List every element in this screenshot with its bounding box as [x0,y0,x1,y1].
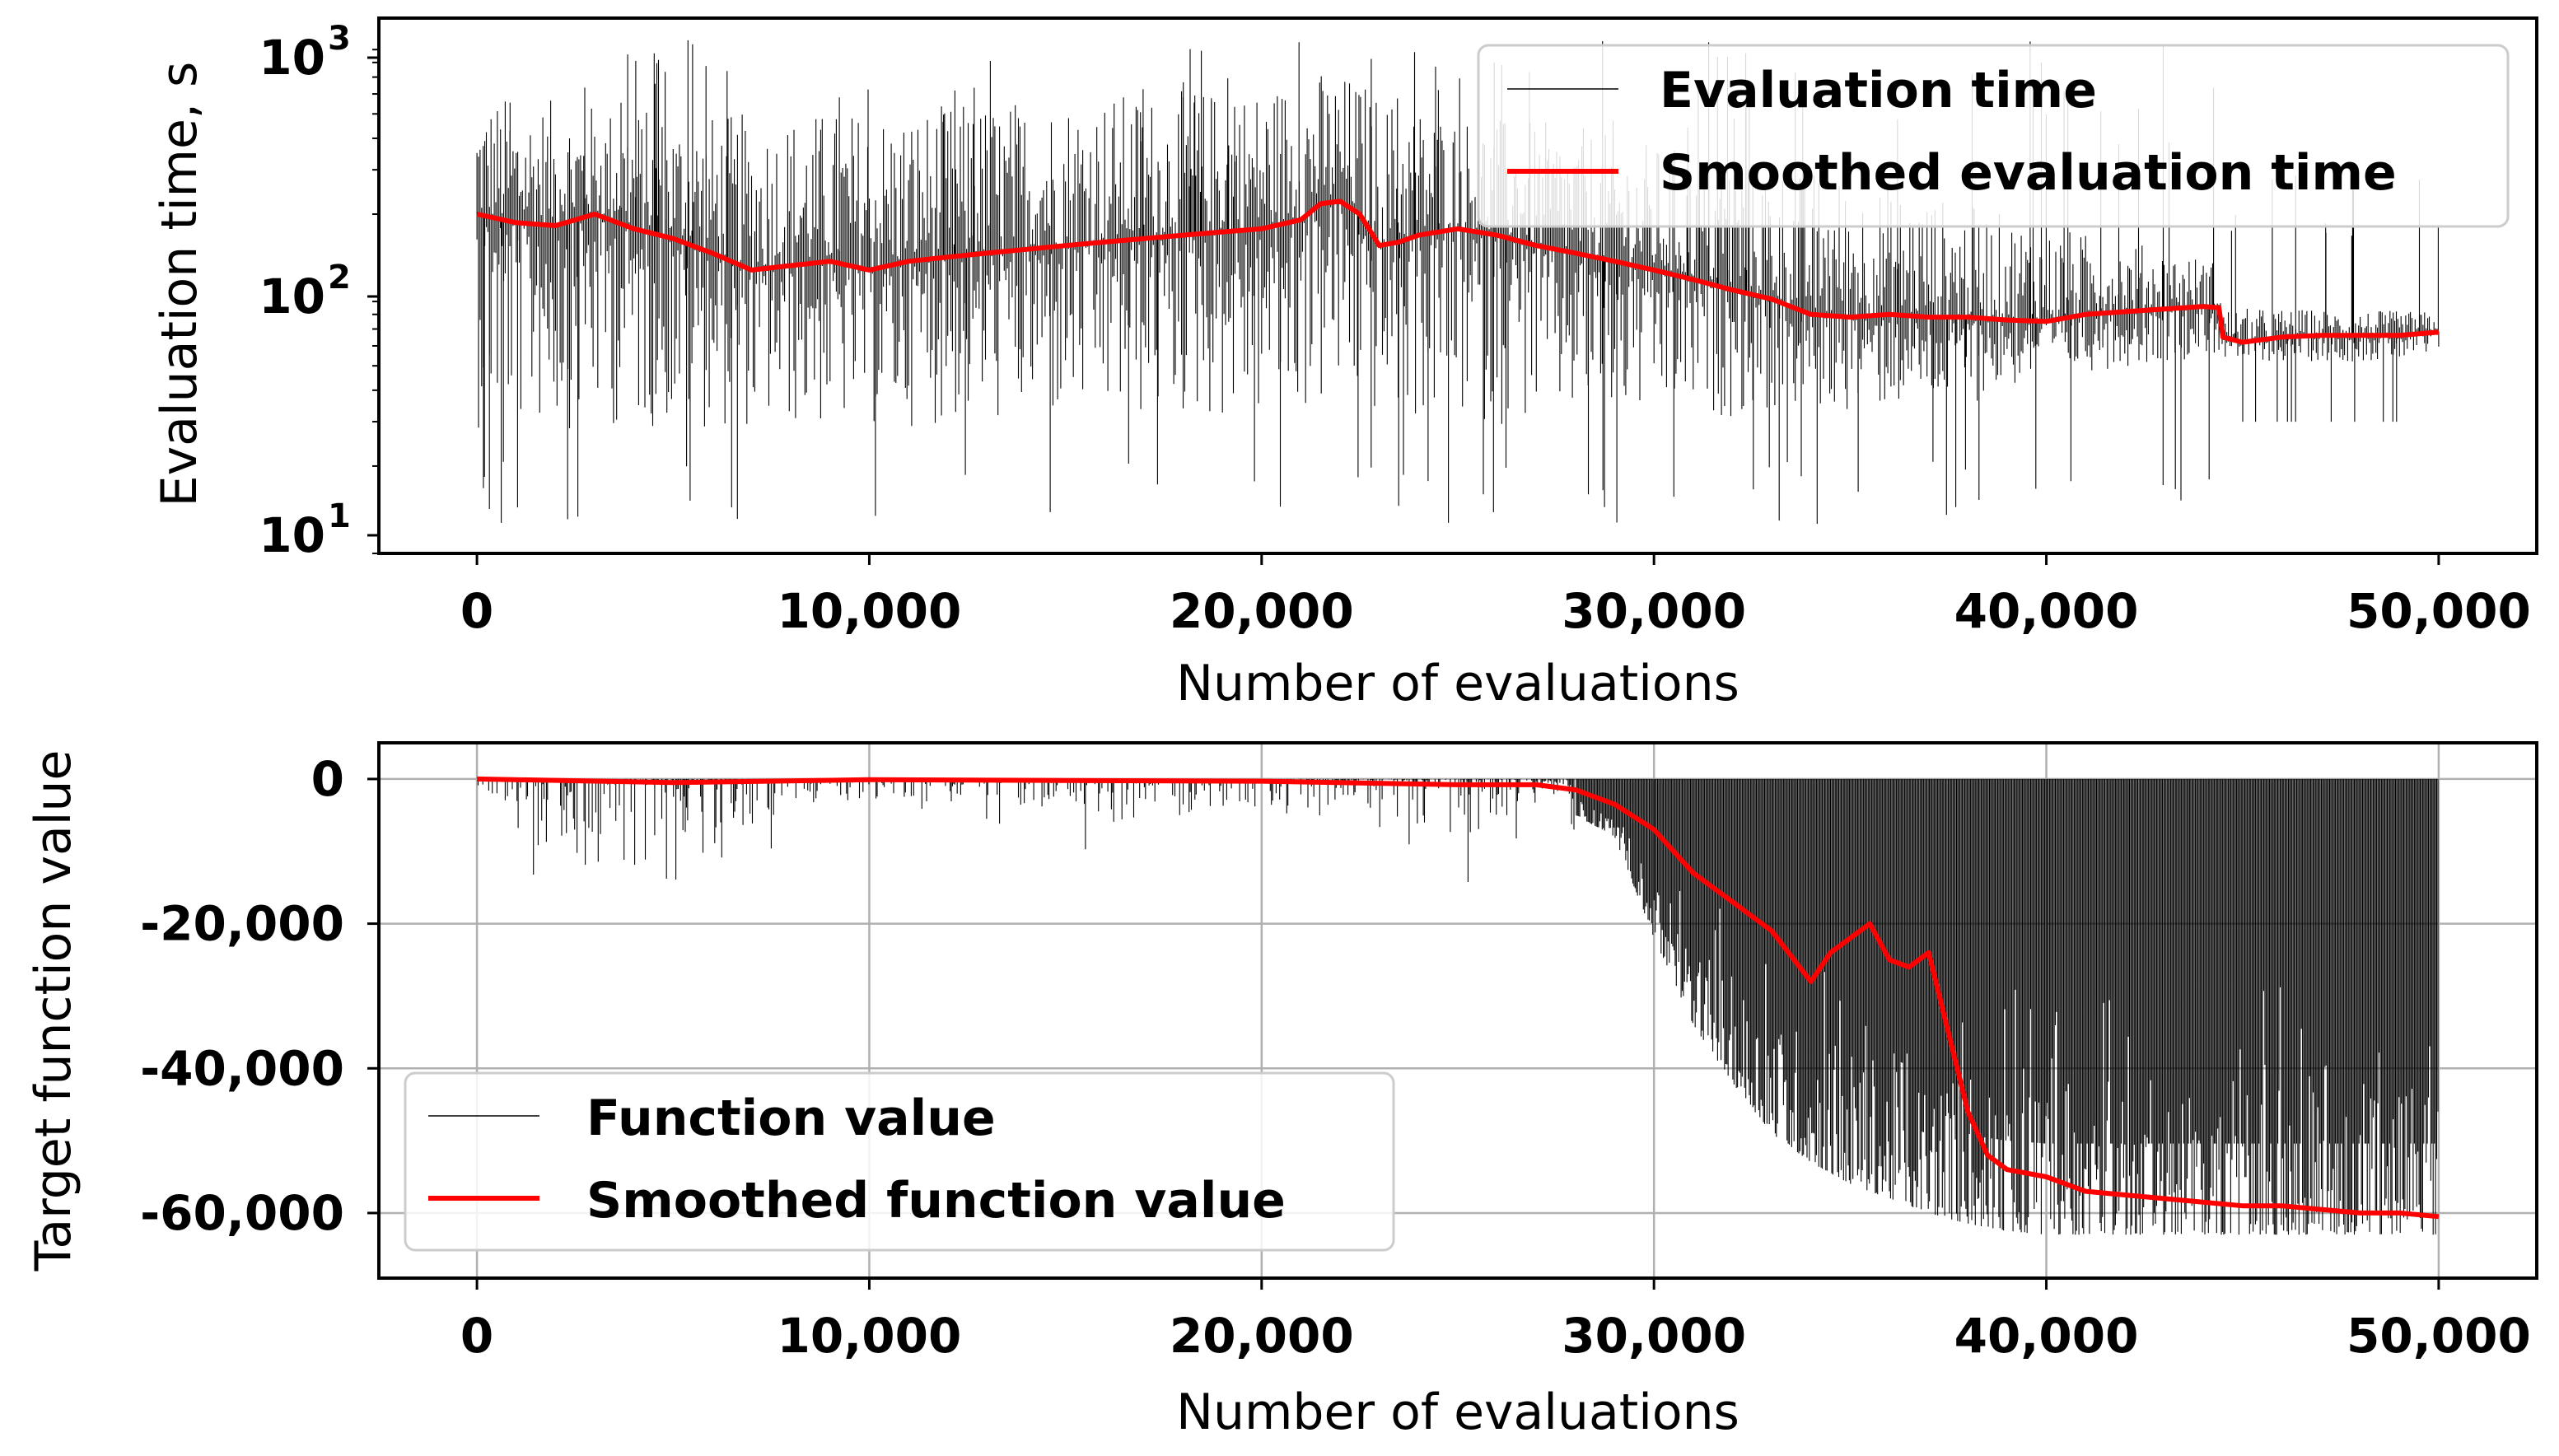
y-tick-label-exp: 3 [328,20,351,58]
bottom-plot-frame [377,741,2538,1280]
y-tick-label: -20,000 [140,896,344,952]
bottom-legend: Function value Smoothed function value [404,1071,1395,1252]
y-tick-label-exp: 2 [328,259,351,296]
top-x-axis: 0 10,000 20,000 30,000 40,000 50,000 [460,553,2531,639]
x-tick-label: 0 [460,583,493,639]
y-tick-label-base: 10 [259,30,325,86]
x-tick-label: 40,000 [1954,1308,2139,1364]
legend-function-value-label: Function value [586,1090,996,1147]
top-x-axis-label: Number of evaluations [1176,655,1739,712]
y-tick-label: -40,000 [140,1040,344,1096]
smoothed-function-value-line [477,776,2440,1220]
smoothed-evaluation-time-line [476,198,2440,345]
x-tick-label: 50,000 [2347,583,2531,639]
y-tick-10: 10 1 [259,497,379,563]
y-tick-label: -60,000 [140,1185,344,1241]
x-tick-label: 10,000 [778,1308,962,1364]
evaluation-time-plot: 0 10,000 20,000 30,000 40,000 50,000 10 3 10 … [151,16,2538,712]
legend-evaluation-time-label: Evaluation time [1660,62,2097,119]
legend-smoothed-evaluation-time-label: Smoothed evaluation time [1660,144,2397,202]
target-function-plot: 0 10,000 20,000 30,000 40,000 50,000 0 -20,000… [25,741,2538,1441]
bottom-x-axis: 0 10,000 20,000 30,000 40,000 50,000 [460,1278,2531,1364]
x-tick-label: 0 [460,1308,493,1364]
top-legend: Evaluation time Smoothed evaluation time [1477,44,2510,228]
y-tick-label-exp: 1 [328,497,351,535]
bottom-y-axis: 0 -20,000 -40,000 -60,000 [140,751,379,1241]
y-tick-label: 0 [311,751,344,807]
bottom-y-axis-label: Target function value [25,750,82,1272]
x-tick-label: 10,000 [778,583,962,639]
x-tick-label: 20,000 [1170,1308,1354,1364]
x-tick-label: 40,000 [1954,583,2139,639]
top-y-axis: 10 3 10 2 10 1 [259,20,379,563]
x-tick-label: 30,000 [1562,583,1746,639]
y-tick-100: 10 2 [259,259,379,324]
x-tick-label: 20,000 [1170,583,1354,639]
x-tick-label: 30,000 [1562,1308,1746,1364]
x-tick-label: 50,000 [2347,1308,2531,1364]
y-tick-label-base: 10 [259,507,325,563]
y-tick-1000: 10 3 [259,20,379,86]
top-y-axis-label: Evaluation time, s [151,62,208,507]
top-plot-frame [377,16,2538,555]
top-y-minor-ticks [372,49,379,554]
bottom-x-axis-label: Number of evaluations [1176,1384,1739,1441]
legend-smoothed-function-value-label: Smoothed function value [586,1172,1286,1230]
y-tick-label-base: 10 [259,268,325,324]
